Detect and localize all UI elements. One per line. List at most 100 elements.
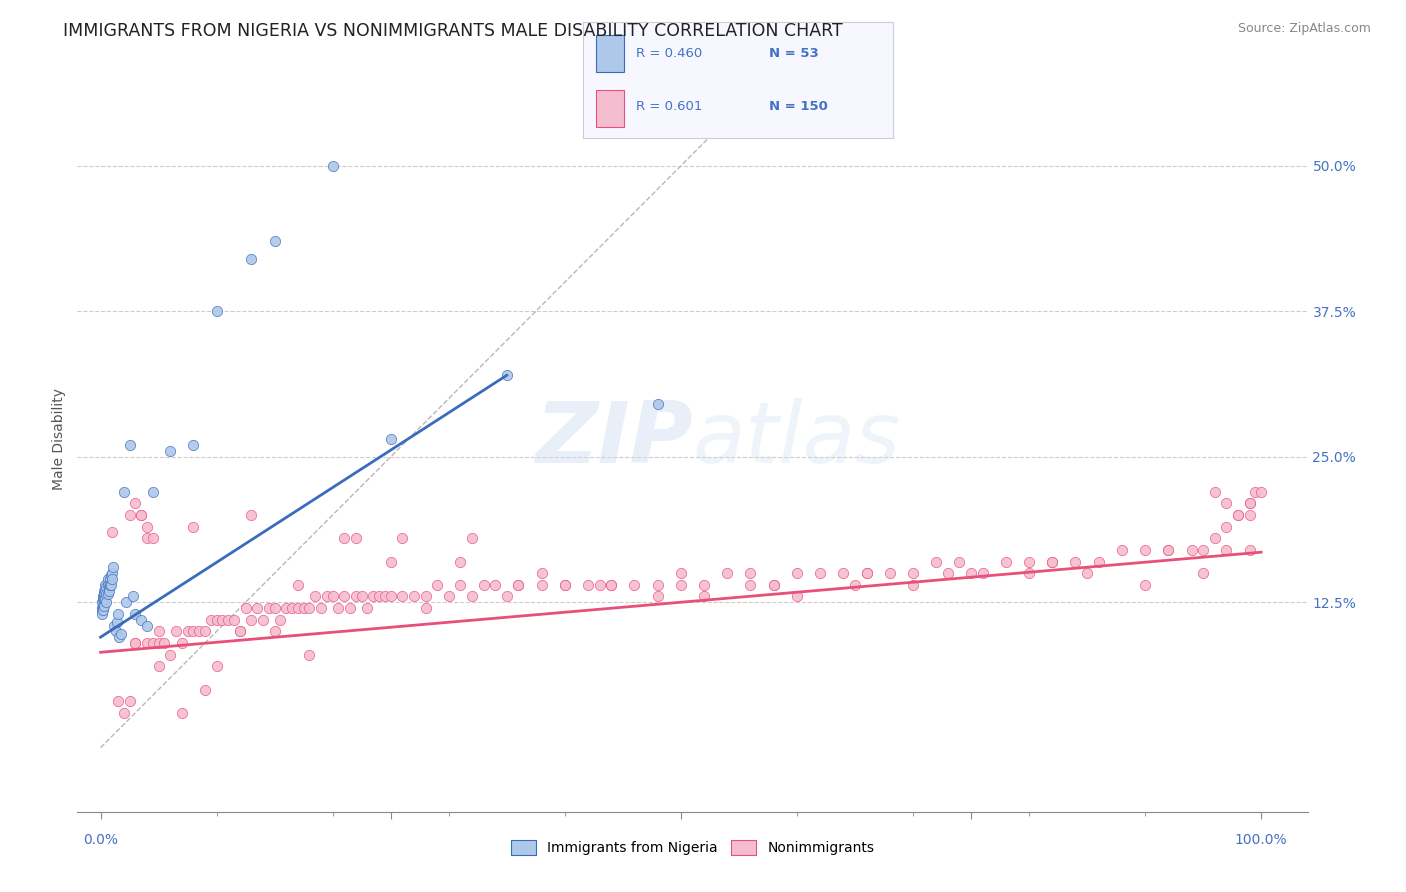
Point: [484, 578, 506, 592]
Point: [415, 601, 437, 615]
Point: [391, 590, 413, 604]
Point: [136, 531, 159, 545]
Point: [112, 706, 135, 720]
Point: [112, 484, 135, 499]
Point: [1239, 496, 1261, 510]
Point: [91, 603, 114, 617]
Point: [240, 252, 263, 266]
Text: ZIP: ZIP: [534, 398, 693, 481]
Point: [298, 601, 321, 615]
Point: [107, 694, 129, 708]
Point: [449, 578, 471, 592]
Point: [105, 615, 128, 629]
Point: [333, 590, 356, 604]
Point: [205, 659, 228, 673]
Point: [229, 624, 252, 639]
Point: [292, 601, 315, 615]
Point: [170, 706, 193, 720]
Point: [124, 607, 146, 621]
Point: [344, 590, 367, 604]
Point: [136, 618, 159, 632]
Point: [101, 525, 124, 540]
Point: [1244, 484, 1267, 499]
Point: [129, 508, 152, 522]
Point: [136, 636, 159, 650]
Point: [107, 607, 129, 621]
Point: [426, 578, 449, 592]
Point: [391, 531, 413, 545]
Point: [287, 601, 309, 615]
Point: [96, 578, 118, 592]
Point: [93, 599, 115, 613]
Point: [136, 519, 159, 533]
Point: [200, 613, 222, 627]
Point: [600, 578, 623, 592]
Point: [124, 636, 146, 650]
Point: [148, 624, 170, 639]
Point: [211, 613, 233, 627]
Point: [879, 566, 901, 581]
Point: [380, 554, 402, 568]
Point: [194, 682, 217, 697]
Text: 100.0%: 100.0%: [1234, 832, 1288, 847]
Point: [669, 566, 692, 581]
Point: [98, 578, 121, 592]
Point: [1018, 566, 1040, 581]
Point: [936, 566, 959, 581]
Point: [170, 636, 193, 650]
Point: [740, 566, 762, 581]
Point: [1215, 542, 1237, 557]
Text: N = 150: N = 150: [769, 101, 828, 113]
Point: [159, 444, 181, 458]
Point: [1064, 554, 1087, 568]
Point: [1204, 484, 1226, 499]
Point: [368, 590, 391, 604]
Point: [361, 590, 384, 604]
Point: [142, 531, 165, 545]
Point: [90, 595, 112, 609]
Point: [647, 578, 669, 592]
Point: [129, 508, 152, 522]
Point: [205, 304, 228, 318]
Point: [142, 636, 165, 650]
Point: [901, 578, 924, 592]
Point: [1087, 554, 1109, 568]
Point: [380, 590, 402, 604]
Point: [576, 578, 599, 592]
Point: [1239, 542, 1261, 557]
Point: [91, 599, 114, 613]
Point: [91, 591, 114, 606]
Point: [1040, 554, 1063, 568]
Point: [97, 580, 120, 594]
Point: [240, 613, 263, 627]
FancyBboxPatch shape: [596, 89, 624, 127]
Point: [269, 613, 291, 627]
Text: N = 53: N = 53: [769, 47, 818, 60]
Point: [925, 554, 948, 568]
Point: [1226, 508, 1249, 522]
Point: [96, 587, 118, 601]
Point: [554, 578, 576, 592]
Point: [716, 566, 738, 581]
Point: [415, 590, 437, 604]
Point: [93, 587, 115, 601]
Text: IMMIGRANTS FROM NIGERIA VS NONIMMIGRANTS MALE DISABILITY CORRELATION CHART: IMMIGRANTS FROM NIGERIA VS NONIMMIGRANTS…: [63, 22, 844, 40]
Point: [222, 613, 245, 627]
Point: [1204, 531, 1226, 545]
Point: [901, 566, 924, 581]
Point: [1250, 484, 1272, 499]
Point: [1076, 566, 1098, 581]
Point: [808, 566, 831, 581]
Point: [229, 624, 252, 639]
Point: [96, 572, 118, 586]
Point: [90, 601, 112, 615]
Point: [194, 624, 217, 639]
FancyBboxPatch shape: [596, 35, 624, 72]
Point: [1215, 519, 1237, 533]
Point: [98, 572, 121, 586]
Point: [449, 554, 471, 568]
Point: [554, 578, 576, 592]
Point: [263, 601, 285, 615]
Point: [252, 613, 274, 627]
Point: [298, 648, 321, 662]
